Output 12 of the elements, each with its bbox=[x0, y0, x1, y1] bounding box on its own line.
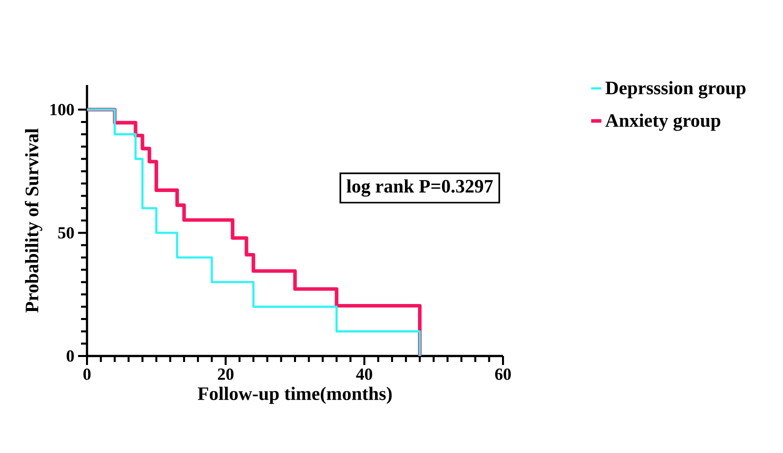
x-tick-label: 0 bbox=[83, 368, 91, 380]
x-tick-label: 20 bbox=[218, 368, 234, 380]
y-tick-label: 0 bbox=[66, 350, 74, 362]
legend-label: Deprsssion group bbox=[606, 81, 746, 98]
y-tick-label: 100 bbox=[50, 104, 74, 116]
y-tick-label: 50 bbox=[58, 227, 74, 239]
annotation: log rank P=0.3297 bbox=[346, 179, 493, 197]
x-tick-label: 40 bbox=[356, 368, 372, 380]
legend-label: Anxiety group bbox=[605, 114, 720, 131]
y-axis-title: Probability of Survival bbox=[24, 128, 42, 313]
x-axis-title: Follow-up time(months) bbox=[198, 386, 392, 404]
x-tick-label: 60 bbox=[495, 368, 511, 380]
